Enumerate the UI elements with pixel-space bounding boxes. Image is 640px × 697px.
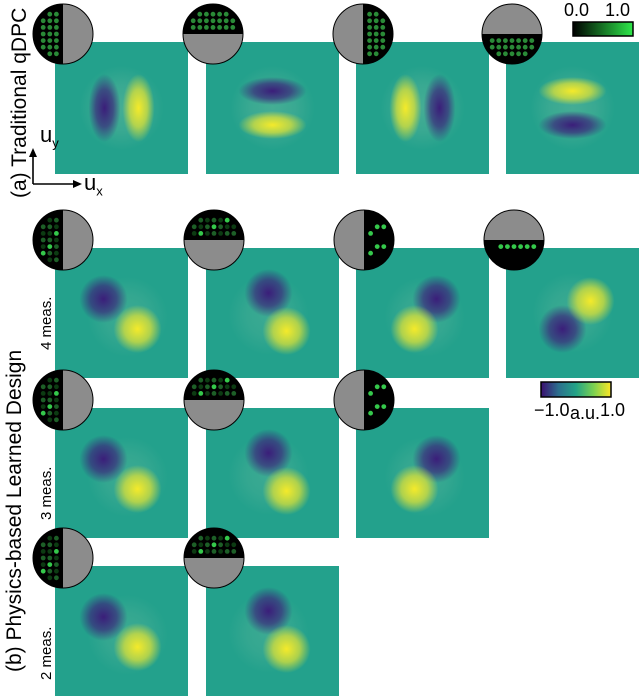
phase-panel-b-r3-1 <box>55 566 188 696</box>
led-pupil-a4 <box>481 3 543 65</box>
phase-panel-b-r1-1 <box>55 248 188 378</box>
phase-panel-b-r3-2 <box>206 566 339 696</box>
section-a-label: (a) Traditional qDPC <box>8 7 31 198</box>
led-pupil-a1 <box>32 3 94 65</box>
led-pupil-b-r1-4 <box>483 209 545 271</box>
phase-panel-b-r2-3 <box>356 408 489 538</box>
phase-colorbar <box>540 381 612 398</box>
led-pupil-b-r2-2 <box>183 369 245 431</box>
axis-x-label: ux <box>84 170 103 199</box>
phase-panel-b-r1-3 <box>356 248 489 378</box>
axis-indicator <box>29 148 82 188</box>
phase-panel-a4 <box>506 42 639 174</box>
phase-panel-b-r2-2 <box>206 408 339 538</box>
phase-colorbar-unit: a.u. <box>570 403 601 423</box>
led-pupil-b-r1-1 <box>32 209 94 271</box>
row-label-3-meas: 3 meas. <box>38 466 55 520</box>
row-label-4-meas: 4 meas. <box>38 296 55 350</box>
led-pupil-b-r1-3 <box>333 209 395 271</box>
axis-y-label: uy <box>40 122 59 151</box>
led-pupil-b-r2-1 <box>32 369 94 431</box>
led-pupil-b-r2-3 <box>333 369 395 431</box>
phase-colorbar-max: 1.0 <box>600 400 626 420</box>
section-b-label: (b) Physics-based Learned Design <box>3 349 26 672</box>
led-pupil-b-r1-2 <box>183 209 245 271</box>
led-colorbar-min: 0.0 <box>564 0 590 20</box>
phase-panel-b-r1-2 <box>206 248 339 378</box>
led-pupil-a2 <box>182 3 244 65</box>
led-colorbar <box>572 21 634 37</box>
led-colorbar-max: 1.0 <box>605 0 631 20</box>
phase-panel-a1 <box>55 42 188 174</box>
row-label-2-meas: 2 meas. <box>38 626 55 680</box>
phase-panel-a3 <box>356 42 489 174</box>
phase-panel-a2 <box>206 42 339 174</box>
phase-panel-b-r2-1 <box>55 408 188 538</box>
led-pupil-b-r3-2 <box>183 527 245 589</box>
phase-colorbar-min: −1.0 <box>534 400 570 420</box>
phase-panel-b-r1-4 <box>506 248 639 378</box>
led-pupil-b-r3-1 <box>32 527 94 589</box>
led-pupil-a3 <box>332 3 394 65</box>
